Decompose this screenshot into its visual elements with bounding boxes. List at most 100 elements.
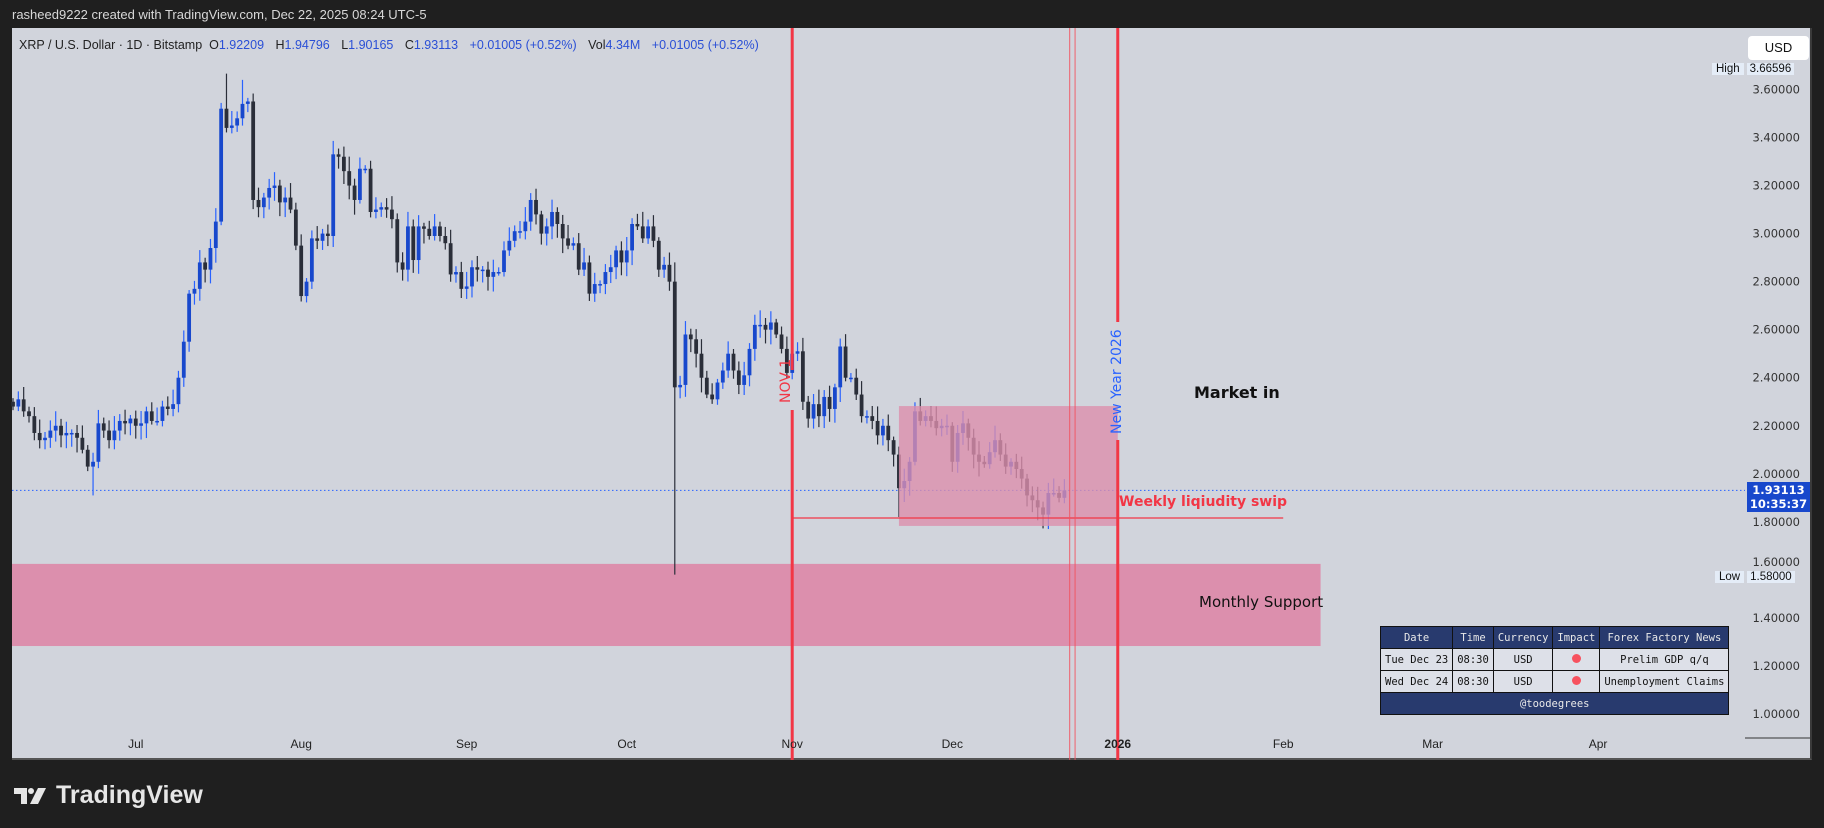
time-axis-label: 2026 bbox=[1104, 737, 1131, 751]
nov-1-label[interactable]: NOV 1 bbox=[778, 358, 794, 403]
high-impact-dot-icon bbox=[1571, 653, 1581, 663]
price-tick-label: 1.00000 bbox=[1752, 707, 1800, 721]
candle-body bbox=[251, 101, 256, 200]
candle-body bbox=[784, 348, 789, 373]
candle-body bbox=[299, 245, 304, 297]
candle-body bbox=[742, 375, 747, 385]
tradingview-logo[interactable]: TradingView bbox=[14, 781, 203, 810]
candle-body bbox=[699, 353, 704, 378]
candle-body bbox=[667, 264, 672, 282]
candle-body bbox=[870, 416, 875, 421]
price-tick-label: 1.20000 bbox=[1752, 659, 1800, 673]
price-tick-label: 2.20000 bbox=[1752, 419, 1800, 433]
price-tick-label: 1.80000 bbox=[1752, 515, 1800, 529]
candle-body bbox=[59, 425, 63, 436]
candle-body bbox=[32, 416, 37, 433]
candle-body bbox=[518, 231, 522, 233]
candle-body bbox=[576, 243, 581, 270]
candle-body bbox=[406, 226, 410, 270]
candle-body bbox=[459, 272, 464, 289]
candle-body bbox=[859, 394, 864, 417]
volume-change: +0.01005 (+0.52%) bbox=[651, 38, 759, 52]
candle-body bbox=[245, 101, 250, 104]
price-tick-label: 2.00000 bbox=[1752, 467, 1800, 481]
candle-body bbox=[774, 322, 779, 335]
candle-body bbox=[443, 236, 448, 244]
candle-body bbox=[75, 432, 79, 438]
candle-body bbox=[795, 351, 800, 354]
candle-body bbox=[187, 293, 192, 342]
candle-body bbox=[256, 199, 261, 208]
price-tick-label: 2.60000 bbox=[1752, 323, 1800, 337]
forex-news-table: Date Time Currency Impact Forex Factory … bbox=[1379, 626, 1730, 715]
time-axis-label: Apr bbox=[1589, 737, 1608, 751]
candle-body bbox=[752, 324, 757, 349]
cell-time: 08:30 bbox=[1452, 670, 1494, 693]
new-year-label[interactable]: New Year 2026 bbox=[1109, 329, 1125, 434]
time-axis-label: Dec bbox=[942, 737, 963, 751]
candle-body bbox=[427, 228, 432, 237]
price-tick-label: 1.40000 bbox=[1752, 611, 1800, 625]
candle-body bbox=[267, 187, 272, 198]
candle-body bbox=[582, 262, 586, 270]
candle-body bbox=[715, 382, 720, 400]
candle-body bbox=[368, 168, 373, 212]
high-value: 1.94796 bbox=[284, 38, 330, 52]
monthly-support-note[interactable]: Monthly Support bbox=[1199, 593, 1324, 611]
time-axis-label: Sep bbox=[456, 737, 478, 751]
currency-button[interactable]: USD bbox=[1748, 36, 1809, 60]
candle-body bbox=[614, 250, 618, 268]
market-in-note[interactable]: Market in bbox=[1194, 383, 1280, 402]
candle-body bbox=[454, 272, 458, 275]
price-tick-label: 1.60000 bbox=[1752, 555, 1800, 569]
candle-body bbox=[470, 267, 474, 287]
candle-body bbox=[619, 250, 624, 263]
candle-body bbox=[352, 185, 357, 200]
current-price: 1.93113 bbox=[1752, 483, 1805, 497]
candle-body bbox=[886, 425, 891, 441]
candle-body bbox=[758, 324, 763, 327]
candle-body bbox=[491, 272, 496, 277]
candle-body bbox=[763, 324, 768, 330]
candle-body bbox=[806, 401, 811, 419]
cell-currency: USD bbox=[1492, 648, 1554, 671]
candle-body bbox=[598, 284, 602, 286]
candle-body bbox=[53, 425, 58, 431]
candle-body bbox=[683, 334, 688, 385]
high-label: H bbox=[275, 38, 285, 52]
monthly-support-zone bbox=[12, 563, 1321, 647]
candle-body bbox=[849, 377, 853, 380]
price-tick-label: 3.60000 bbox=[1752, 82, 1800, 96]
candle-body bbox=[512, 231, 517, 241]
candle-body bbox=[304, 281, 309, 297]
candle-body bbox=[155, 420, 159, 423]
candle-body bbox=[502, 250, 506, 273]
candle-body bbox=[800, 351, 805, 402]
candle-body bbox=[197, 262, 202, 289]
candle-body bbox=[464, 286, 469, 289]
cell-date: Tue Dec 23 bbox=[1379, 648, 1454, 671]
candle-body bbox=[630, 223, 634, 251]
candle-body bbox=[486, 269, 490, 277]
time-axis-label: Aug bbox=[291, 737, 312, 751]
volume-value: 4.34M bbox=[605, 38, 641, 52]
col-news: Forex Factory News bbox=[1599, 626, 1730, 649]
candle-body bbox=[21, 399, 26, 412]
candle-body bbox=[160, 406, 165, 421]
candle-body bbox=[726, 353, 731, 371]
candle-body bbox=[123, 420, 127, 424]
candle-body bbox=[347, 171, 352, 186]
candle-body bbox=[48, 430, 53, 438]
cell-impact bbox=[1552, 670, 1601, 693]
col-time: Time bbox=[1452, 626, 1494, 649]
candle-body bbox=[416, 226, 421, 261]
candle-body bbox=[672, 281, 677, 388]
weekly-sweep-note[interactable]: Weekly liqiudity swip bbox=[1119, 494, 1288, 510]
candle-body bbox=[710, 394, 715, 400]
candle-body bbox=[315, 238, 320, 241]
price-tick-label: 3.20000 bbox=[1752, 179, 1800, 193]
col-currency: Currency bbox=[1492, 626, 1554, 649]
candle-body bbox=[283, 197, 288, 203]
candle-body bbox=[69, 432, 74, 435]
